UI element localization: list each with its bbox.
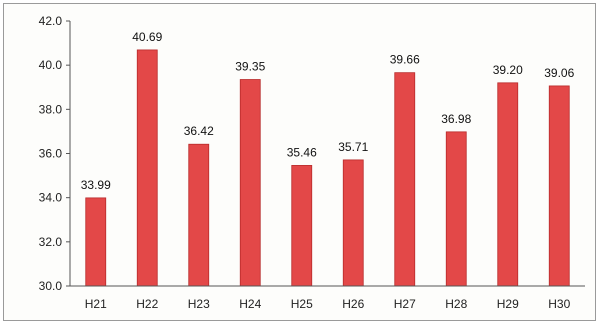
data-label-h21: 33.99 [81,178,111,192]
y-tick-label: 38.0 [39,102,63,116]
data-label-h24: 39.35 [235,60,265,74]
data-labels: 33.99 40.69 36.42 39.35 35.46 35.71 39.66 36.98… [81,30,575,192]
y-tick-label: 36.0 [39,147,63,161]
data-label-h29: 39.20 [493,63,523,77]
data-label-h22: 40.69 [132,30,162,44]
bar-h24 [239,79,261,287]
data-label-h28: 36.98 [441,112,471,126]
x-tick-label-h25: H25 [291,297,313,311]
data-label-h26: 35.71 [338,140,368,154]
data-label-h23: 36.42 [184,124,214,138]
bar-h27 [394,72,416,287]
x-tick-label-h21: H21 [85,297,107,311]
y-tick-label: 40.0 [39,58,63,72]
bar-h23 [188,143,210,287]
bar-h21 [85,197,107,287]
x-tick-label-h27: H27 [394,297,416,311]
data-label-h27: 39.66 [390,53,420,67]
bar-h22 [136,49,158,287]
bar-h28 [445,131,467,287]
x-axis-ticks: H21 H22 H23 H24 H25 H26 H27 H28 H29 H30 [85,297,571,311]
y-tick-label: 32.0 [39,235,63,249]
bars [85,49,570,287]
x-tick-label-h26: H26 [342,297,364,311]
y-tick-label: 42.0 [39,14,63,28]
x-tick-label-h22: H22 [136,297,158,311]
x-tick-label-h30: H30 [548,297,570,311]
data-label-h30: 39.06 [544,66,574,80]
x-tick-label-h28: H28 [445,297,467,311]
bar-h26 [342,159,364,287]
data-label-h25: 35.46 [287,145,317,159]
bar-h25 [291,165,313,287]
y-axis-ticks: 30.0 32.0 34.0 36.0 38.0 40.0 42.0 [39,14,70,293]
y-tick-label: 34.0 [39,191,63,205]
x-tick-label-h29: H29 [497,297,519,311]
x-tick-label-h24: H24 [239,297,261,311]
bar-h29 [497,82,519,287]
x-tick-label-h23: H23 [188,297,210,311]
bar-h30 [548,85,570,287]
y-tick-label: 30.0 [39,279,63,293]
